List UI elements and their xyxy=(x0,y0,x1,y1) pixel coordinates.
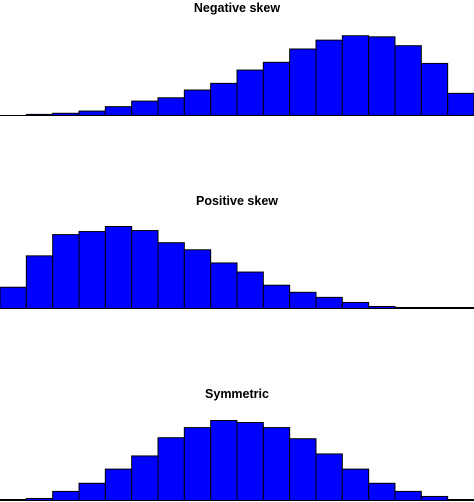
histogram-bar-negative-skew-16 xyxy=(394,45,422,116)
histogram-bar-symmetric-10 xyxy=(236,422,264,501)
histogram-bar-positive-skew-10 xyxy=(236,271,264,309)
histogram-bar-symmetric-15 xyxy=(368,482,396,501)
histogram-bar-positive-skew-3 xyxy=(52,234,80,310)
histogram-bar-negative-skew-18 xyxy=(447,92,474,116)
panel-title-symmetric: Symmetric xyxy=(205,387,269,401)
histogram-bar-positive-skew-13 xyxy=(315,296,343,309)
histogram-bar-negative-skew-13 xyxy=(315,39,343,116)
histogram-bar-negative-skew-12 xyxy=(289,48,317,116)
histogram-bar-positive-skew-2 xyxy=(25,255,54,309)
histogram-panel-negative-skew: Negative skew xyxy=(0,1,474,117)
histogram-bar-symmetric-8 xyxy=(183,427,212,501)
bars-symmetric xyxy=(0,420,474,502)
histogram-bar-negative-skew-8 xyxy=(183,89,212,117)
histogram-bar-negative-skew-6 xyxy=(131,100,159,116)
histogram-bar-symmetric-4 xyxy=(78,482,106,501)
histogram-bar-symmetric-16 xyxy=(394,490,422,502)
histogram-bar-symmetric-6 xyxy=(131,455,159,502)
histogram-bar-positive-skew-4 xyxy=(78,231,106,309)
histogram-bar-positive-skew-7 xyxy=(157,242,185,309)
histogram-bar-negative-skew-5 xyxy=(104,106,133,116)
histogram-bar-symmetric-9 xyxy=(210,420,238,501)
histogram-bar-positive-skew-11 xyxy=(262,284,291,310)
histogram-bar-symmetric-12 xyxy=(289,438,317,502)
panel-title-negative-skew: Negative skew xyxy=(194,1,280,15)
histogram-bar-symmetric-7 xyxy=(157,437,185,501)
histogram-bar-positive-skew-8 xyxy=(183,249,212,309)
histogram-bar-negative-skew-14 xyxy=(341,35,370,116)
histogram-bar-positive-skew-12 xyxy=(289,291,317,309)
histogram-bar-negative-skew-9 xyxy=(210,82,238,116)
histogram-bar-negative-skew-7 xyxy=(157,97,185,116)
histogram-bar-positive-skew-14 xyxy=(341,301,370,309)
histogram-bar-positive-skew-9 xyxy=(210,262,238,310)
histogram-bar-negative-skew-10 xyxy=(236,69,264,116)
histogram-bar-positive-skew-6 xyxy=(131,230,159,309)
bars-positive-skew xyxy=(0,226,474,310)
histogram-bar-symmetric-14 xyxy=(341,468,370,501)
histogram-bar-symmetric-17 xyxy=(420,495,449,502)
histogram-bar-negative-skew-4 xyxy=(78,110,106,116)
histogram-panel-symmetric: Symmetric xyxy=(0,387,474,502)
histogram-bar-positive-skew-1 xyxy=(0,286,27,309)
histogram-bar-positive-skew-5 xyxy=(104,226,133,309)
histogram-bar-symmetric-3 xyxy=(52,490,80,502)
bars-negative-skew xyxy=(25,35,474,117)
histogram-bar-negative-skew-15 xyxy=(368,36,396,116)
histogram-bar-negative-skew-17 xyxy=(420,62,449,116)
panel-title-positive-skew: Positive skew xyxy=(196,194,278,208)
histogram-bar-symmetric-13 xyxy=(315,453,343,502)
histogram-bar-negative-skew-11 xyxy=(262,61,291,116)
histogram-bar-symmetric-11 xyxy=(262,427,291,501)
histogram-panel-positive-skew: Positive skew xyxy=(0,194,474,310)
histogram-bar-symmetric-5 xyxy=(104,468,133,501)
